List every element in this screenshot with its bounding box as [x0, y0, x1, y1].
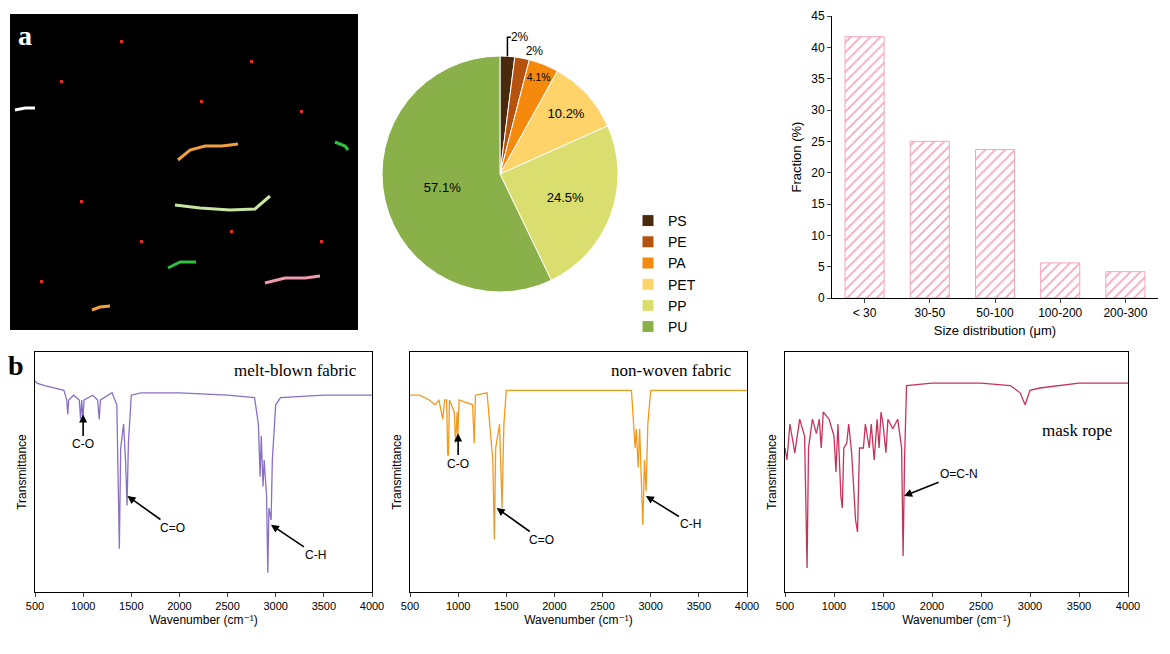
svg-text:< 30: < 30 [853, 306, 877, 320]
svg-text:3000: 3000 [263, 600, 287, 612]
svg-text:Wavenumber (cm⁻¹): Wavenumber (cm⁻¹) [149, 613, 258, 627]
svg-text:30: 30 [811, 103, 825, 117]
svg-text:3000: 3000 [1018, 600, 1042, 612]
svg-text:Transmittance: Transmittance [390, 434, 404, 510]
svg-text:1000: 1000 [822, 600, 846, 612]
svg-text:5: 5 [818, 260, 825, 274]
svg-text:1500: 1500 [871, 600, 895, 612]
svg-text:Wavenumber (cm⁻¹): Wavenumber (cm⁻¹) [524, 613, 633, 627]
svg-text:C-O: C-O [72, 437, 94, 451]
svg-text:35: 35 [811, 72, 825, 86]
svg-text:b: b [8, 350, 24, 381]
svg-text:PU: PU [668, 319, 687, 335]
svg-text:500: 500 [401, 600, 419, 612]
svg-text:4.1%: 4.1% [527, 72, 551, 83]
svg-text:4000: 4000 [735, 600, 759, 612]
svg-text:PP: PP [668, 298, 687, 314]
svg-text:2%: 2% [511, 30, 529, 44]
svg-text:40: 40 [811, 41, 825, 55]
svg-text:PS: PS [668, 213, 687, 229]
svg-text:10: 10 [811, 229, 825, 243]
svg-text:24.5%: 24.5% [547, 190, 584, 205]
svg-text:Wavenumber (cm⁻¹): Wavenumber (cm⁻¹) [902, 613, 1011, 627]
svg-text:1000: 1000 [446, 600, 470, 612]
svg-text:melt-blown fabric: melt-blown fabric [234, 361, 357, 380]
svg-text:Transmittance: Transmittance [15, 434, 29, 510]
svg-text:1500: 1500 [119, 600, 143, 612]
svg-text:2000: 2000 [542, 600, 566, 612]
svg-text:Transmittance: Transmittance [765, 434, 779, 510]
svg-text:57.1%: 57.1% [424, 180, 461, 195]
svg-text:1500: 1500 [494, 600, 518, 612]
svg-text:2500: 2500 [215, 600, 239, 612]
svg-text:30-50: 30-50 [914, 306, 945, 320]
svg-text:3500: 3500 [1067, 600, 1091, 612]
svg-text:45: 45 [811, 9, 825, 23]
svg-text:C-H: C-H [680, 517, 701, 531]
svg-text:C=O: C=O [160, 521, 185, 535]
svg-text:10.2%: 10.2% [548, 106, 585, 121]
svg-text:C-O: C-O [447, 457, 469, 471]
svg-text:PE: PE [668, 234, 687, 250]
svg-text:2000: 2000 [167, 600, 191, 612]
svg-text:a: a [18, 20, 32, 51]
svg-text:Size distribution (μm): Size distribution (μm) [934, 323, 1056, 338]
svg-text:3500: 3500 [312, 600, 336, 612]
svg-text:3000: 3000 [638, 600, 662, 612]
svg-text:non-woven fabric: non-woven fabric [611, 361, 732, 380]
svg-text:2000: 2000 [920, 600, 944, 612]
svg-text:25: 25 [811, 135, 825, 149]
svg-text:4000: 4000 [1116, 600, 1140, 612]
svg-text:O=C-N: O=C-N [940, 467, 978, 481]
svg-text:C-H: C-H [305, 548, 326, 562]
svg-text:50-100: 50-100 [976, 306, 1014, 320]
svg-text:15: 15 [811, 197, 825, 211]
svg-text:500: 500 [26, 600, 44, 612]
svg-text:2500: 2500 [969, 600, 993, 612]
svg-text:PA: PA [668, 255, 686, 271]
svg-text:2500: 2500 [590, 600, 614, 612]
svg-text:100-200: 100-200 [1038, 306, 1082, 320]
svg-text:PET: PET [668, 277, 696, 293]
svg-text:2%: 2% [526, 44, 544, 58]
svg-text:20: 20 [811, 166, 825, 180]
svg-text:1000: 1000 [71, 600, 95, 612]
svg-text:4000: 4000 [360, 600, 384, 612]
svg-text:C=O: C=O [529, 533, 554, 547]
svg-text:500: 500 [776, 600, 794, 612]
svg-text:0: 0 [818, 291, 825, 305]
svg-text:200-300: 200-300 [1103, 306, 1147, 320]
svg-text:3500: 3500 [687, 600, 711, 612]
svg-text:Fraction (%): Fraction (%) [789, 122, 804, 193]
svg-text:mask rope: mask rope [1042, 421, 1112, 440]
